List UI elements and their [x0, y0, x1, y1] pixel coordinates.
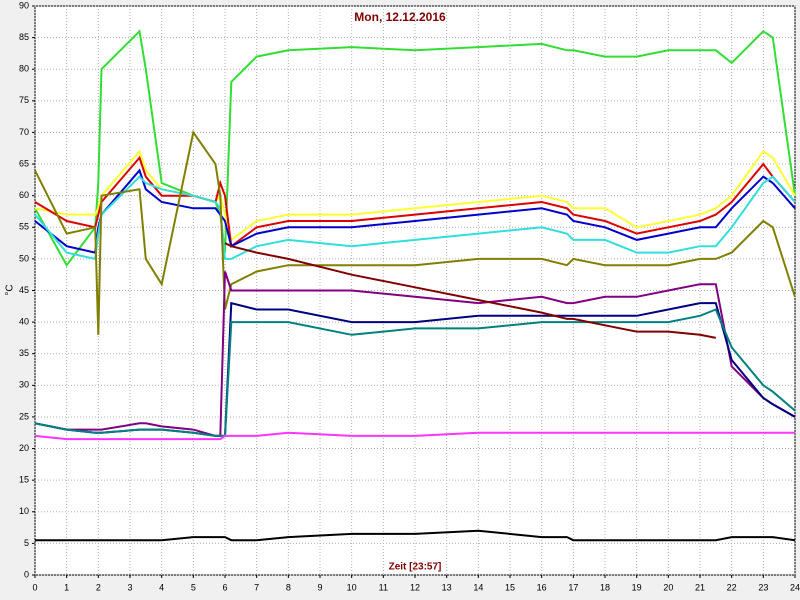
x-tick-label: 6: [222, 582, 227, 592]
series-line: [34, 168, 796, 254]
y-tick-label: 85: [19, 32, 29, 42]
y-tick-label: 55: [19, 222, 29, 232]
y-tick-label: 30: [19, 380, 29, 390]
y-tick-label: 0: [24, 569, 29, 579]
y-tick-label: 60: [19, 190, 29, 200]
y-tick-label: 40: [19, 316, 29, 326]
y-tick-label: 80: [19, 64, 29, 74]
x-tick-label: 4: [159, 582, 164, 592]
x-tick-label: 15: [505, 582, 515, 592]
y-tick-label: 65: [19, 158, 29, 168]
y-axis-label: °C: [5, 284, 16, 295]
y-tick-label: 15: [19, 475, 29, 485]
y-tick-label: 75: [19, 95, 29, 105]
y-tick-label: 25: [19, 411, 29, 421]
series-line: [34, 29, 796, 268]
x-tick-label: 0: [32, 582, 37, 592]
x-tick-label: 5: [191, 582, 196, 592]
y-tick-label: 20: [19, 443, 29, 453]
series-line: [224, 242, 716, 339]
x-tick-label: 14: [473, 582, 483, 592]
x-tick-label: 9: [317, 582, 322, 592]
x-tick-label: 17: [568, 582, 578, 592]
x-tick-label: 21: [695, 582, 705, 592]
y-tick-label: 5: [24, 538, 29, 548]
y-tick-label: 45: [19, 285, 29, 295]
series-line: [34, 308, 796, 437]
series-line: [34, 149, 796, 242]
x-tick-label: 8: [286, 582, 291, 592]
y-tick-label: 35: [19, 348, 29, 358]
series-line: [34, 431, 795, 441]
x-tick-label: 11: [379, 582, 388, 592]
chart-title: Mon, 12.12.2016: [354, 10, 446, 24]
x-tick-label: 10: [347, 582, 357, 592]
x-tick-label: 24: [790, 582, 800, 592]
x-tick-label: 20: [663, 582, 673, 592]
x-tick-label: 22: [727, 582, 737, 592]
x-tick-label: 2: [96, 582, 101, 592]
x-tick-label: 13: [442, 582, 452, 592]
x-tick-label: 18: [600, 582, 610, 592]
x-tick-label: 19: [632, 582, 642, 592]
y-tick-label: 90: [19, 0, 29, 10]
y-tick-label: 70: [19, 127, 29, 137]
x-tick-label: 16: [537, 582, 547, 592]
x-tick-label: 1: [64, 582, 69, 592]
x-tick-label: 3: [127, 582, 132, 592]
x-tick-label: 23: [758, 582, 768, 592]
x-tick-label: 7: [254, 582, 259, 592]
series-line: [34, 155, 796, 249]
x-tick-label: 12: [410, 582, 420, 592]
series-line: [35, 529, 796, 542]
series-line: [34, 271, 796, 437]
series-line: [34, 175, 796, 261]
y-tick-label: 10: [19, 506, 29, 516]
y-tick-label: 50: [19, 253, 29, 263]
series-line: [34, 129, 796, 335]
